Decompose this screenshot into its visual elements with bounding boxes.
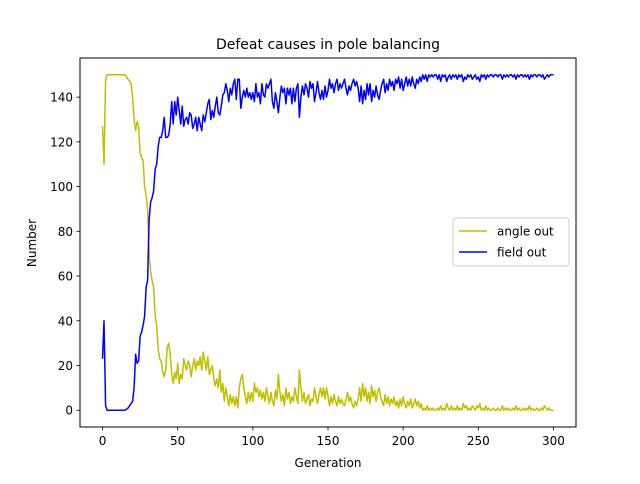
- x-tick-label: 100: [241, 434, 264, 448]
- x-tick-label: 50: [170, 434, 185, 448]
- legend-frame: [452, 217, 570, 267]
- plot-frame: [79, 57, 577, 428]
- tick-layer: 0 50 100 150 200 250 300 0 20 40 60 80 100 120 140: [50, 91, 565, 448]
- legend-label-angle-out: angle out: [497, 225, 554, 239]
- x-tick-label: 250: [467, 434, 490, 448]
- y-tick-label: 140: [50, 91, 73, 105]
- x-tick-label: 200: [392, 434, 415, 448]
- chart-title: Defeat causes in pole balancing: [216, 37, 440, 53]
- y-tick-label: 0: [65, 404, 73, 418]
- y-tick-label: 20: [58, 359, 73, 373]
- y-tick-label: 100: [50, 180, 73, 194]
- y-axis-label: Number: [25, 219, 39, 267]
- y-tick-label: 120: [50, 135, 73, 149]
- x-axis-label: Generation: [295, 456, 362, 470]
- x-tick-label: 300: [542, 434, 565, 448]
- series-line-angle-out: [101, 74, 554, 411]
- x-tick-label: 150: [317, 434, 340, 448]
- y-tick-label: 40: [58, 314, 73, 328]
- legend-label-field-out: field out: [497, 246, 547, 260]
- legend: angle out field out: [452, 217, 570, 267]
- x-tick-label: 0: [99, 434, 107, 448]
- series-layer: [101, 74, 554, 411]
- series-line-field-out: [101, 74, 554, 411]
- y-tick-label: 60: [58, 270, 73, 284]
- y-tick-label: 80: [58, 225, 73, 239]
